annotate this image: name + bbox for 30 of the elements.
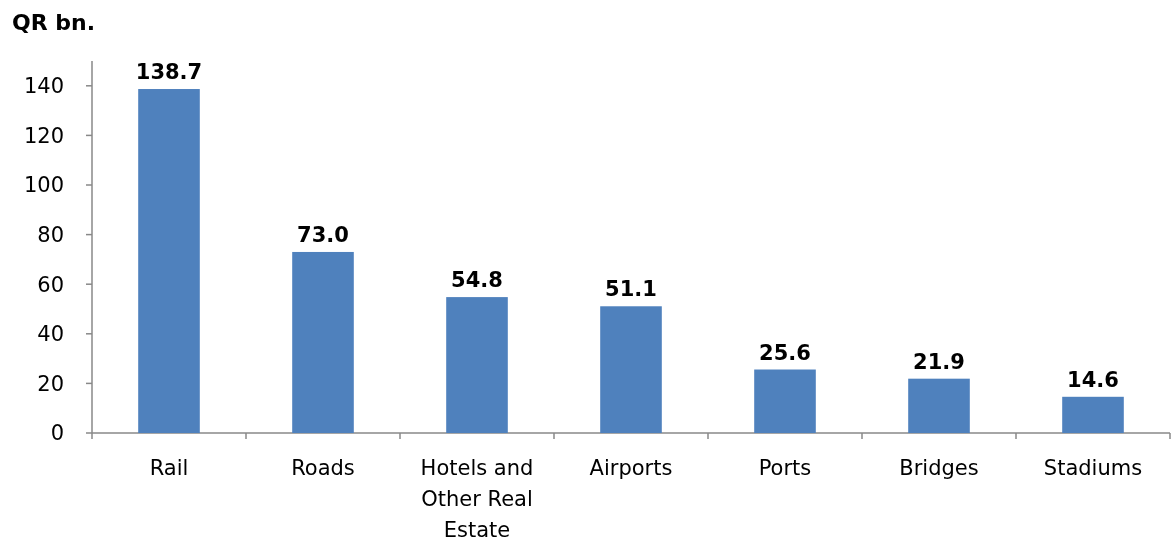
y-tick-label: 0 — [50, 421, 64, 446]
x-tick-label: Stadiums — [1043, 456, 1143, 480]
x-tick-label: Hotels and Other Real Estate — [420, 456, 534, 541]
y-tick-label: 20 — [37, 371, 64, 396]
x-tick-label: Ports — [758, 456, 812, 480]
y-tick-label: 80 — [37, 222, 64, 247]
x-tick-label: Roads — [291, 456, 355, 480]
bar — [600, 306, 662, 433]
y-tick-label: 60 — [37, 272, 64, 297]
bar — [292, 251, 354, 433]
data-label: 14.6 — [1067, 367, 1119, 392]
data-label: 51.1 — [605, 277, 657, 302]
x-tick-label: Bridges — [899, 456, 979, 480]
bar — [1062, 396, 1124, 433]
data-label: 73.0 — [297, 222, 349, 247]
y-tick-label: 100 — [23, 173, 64, 198]
x-tick-label: Airports — [589, 456, 673, 480]
data-label: 138.7 — [135, 60, 203, 85]
y-tick-label: 40 — [37, 322, 64, 347]
bar — [754, 369, 816, 433]
bar — [138, 89, 200, 433]
y-tick-label: 120 — [23, 123, 64, 148]
data-label: 21.9 — [913, 349, 965, 374]
x-tick-label: Rail — [149, 456, 189, 480]
chart-title: QR bn. — [12, 10, 96, 35]
data-label: 25.6 — [759, 340, 811, 365]
bar — [446, 297, 508, 433]
bar — [908, 378, 970, 433]
data-label: 54.8 — [451, 268, 503, 293]
y-tick-label: 140 — [23, 74, 64, 99]
